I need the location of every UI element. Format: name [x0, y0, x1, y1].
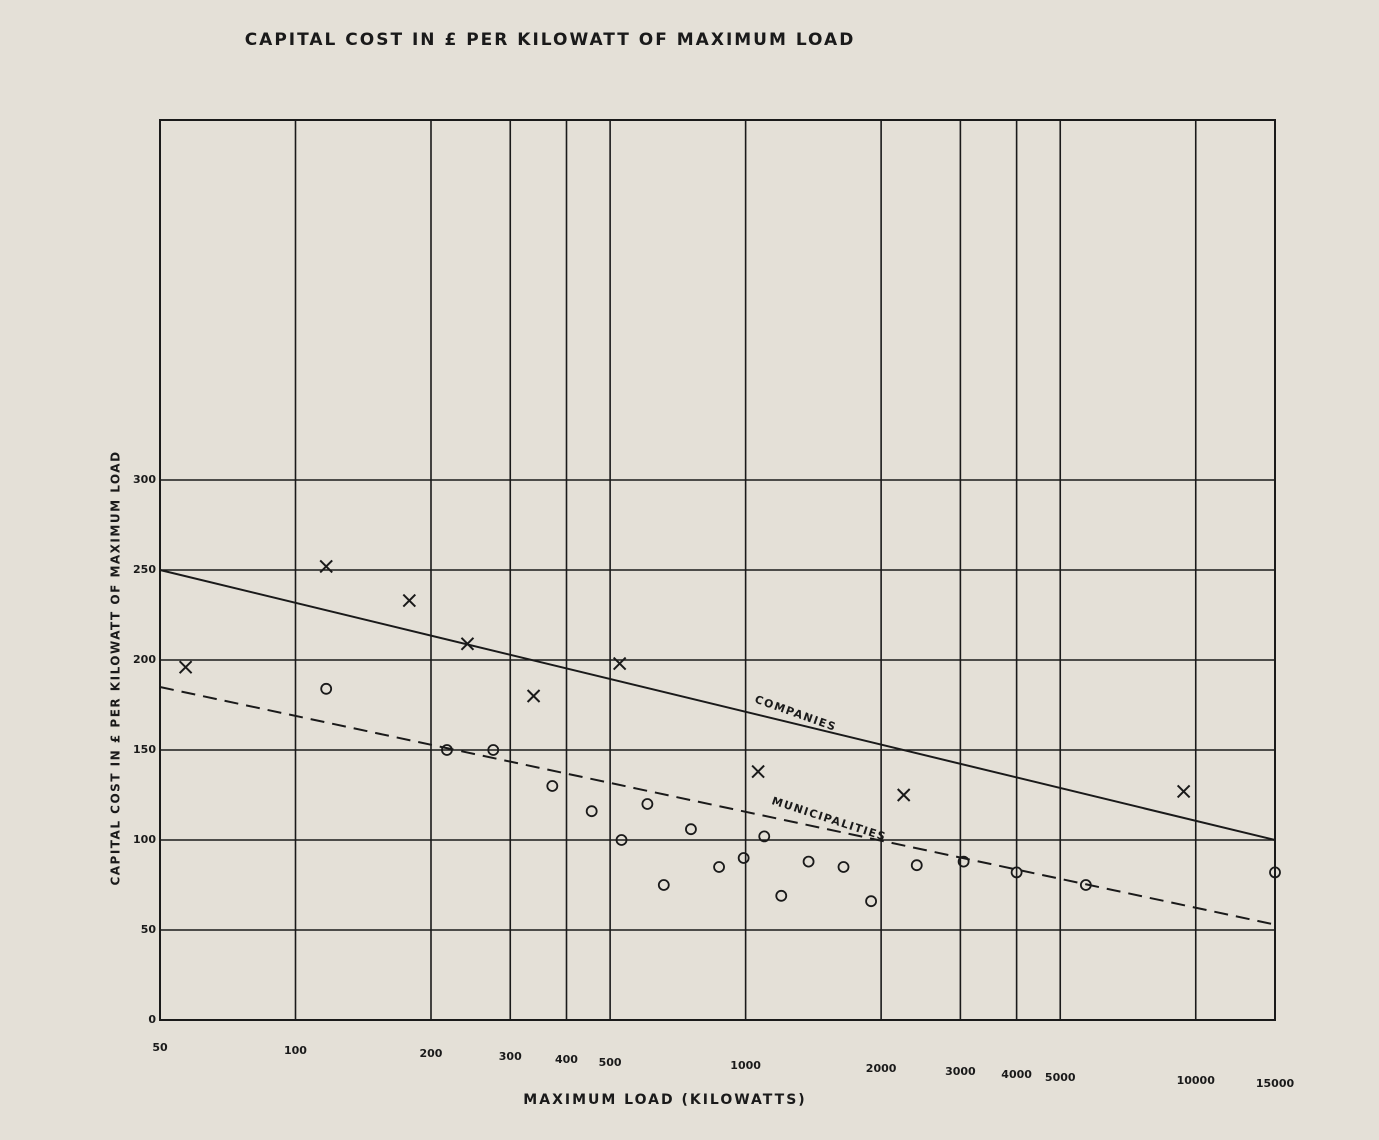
o-marker [775, 889, 788, 902]
o-marker [758, 830, 771, 843]
x-marker [751, 764, 765, 779]
x-tick-label: 5000 [1045, 1071, 1076, 1084]
o-marker [865, 895, 877, 908]
o-marker [615, 834, 628, 846]
o-marker [957, 855, 970, 868]
y-tick-label: 200 [133, 653, 156, 666]
o-marker [546, 780, 559, 792]
o-marker [487, 744, 500, 756]
x-tick-label: 10000 [1177, 1074, 1216, 1087]
o-marker [837, 861, 850, 873]
x-marker [319, 559, 333, 574]
y-tick-label: 50 [141, 923, 157, 936]
y-tick-label: 150 [133, 743, 156, 756]
x-tick-label: 500 [599, 1056, 622, 1069]
x-marker [460, 637, 475, 651]
x-tick-label: 4000 [1001, 1068, 1032, 1081]
o-marker [1010, 866, 1023, 879]
x-tick-label: 200 [420, 1047, 443, 1060]
o-marker [1079, 879, 1092, 891]
o-marker [641, 798, 654, 810]
o-marker [320, 682, 333, 695]
o-marker [802, 855, 815, 868]
x-marker [612, 656, 627, 671]
o-marker [657, 879, 670, 891]
y-tick-label: 100 [133, 833, 156, 846]
o-marker [737, 852, 750, 864]
o-marker [441, 744, 453, 756]
x-marker [526, 689, 541, 703]
y-tick-label: 300 [133, 473, 156, 486]
x-tick-label: 2000 [866, 1062, 897, 1075]
chart-title: CAPITAL COST IN £ PER KILOWATT OF MAXIMU… [245, 30, 856, 50]
o-marker [910, 859, 923, 872]
x-tick-label: 1000 [730, 1059, 761, 1072]
x-marker [178, 660, 193, 674]
x-marker [1176, 784, 1191, 799]
trend-line [159, 569, 1276, 841]
x-marker [897, 788, 911, 802]
x-tick-label: 50 [152, 1041, 168, 1054]
trend-line [159, 686, 1276, 926]
o-marker [685, 823, 697, 836]
o-marker [1269, 866, 1281, 879]
x-marker [402, 593, 417, 608]
y-tick-label: 250 [133, 563, 156, 576]
x-tick-label: 3000 [945, 1065, 976, 1078]
x-tick-label: 15000 [1256, 1077, 1295, 1090]
x-tick-label: 300 [499, 1050, 522, 1063]
x-tick-label: 400 [555, 1053, 578, 1066]
x-axis-label: MAXIMUM LOAD (KILOWATTS) [523, 1092, 806, 1108]
o-marker [585, 805, 598, 818]
x-tick-label: 100 [284, 1044, 307, 1057]
y-axis-label: CAPITAL COST IN £ PER KILOWATT OF MAXIMU… [109, 450, 123, 885]
y-tick-label: 0 [148, 1013, 156, 1026]
o-marker [713, 861, 725, 873]
